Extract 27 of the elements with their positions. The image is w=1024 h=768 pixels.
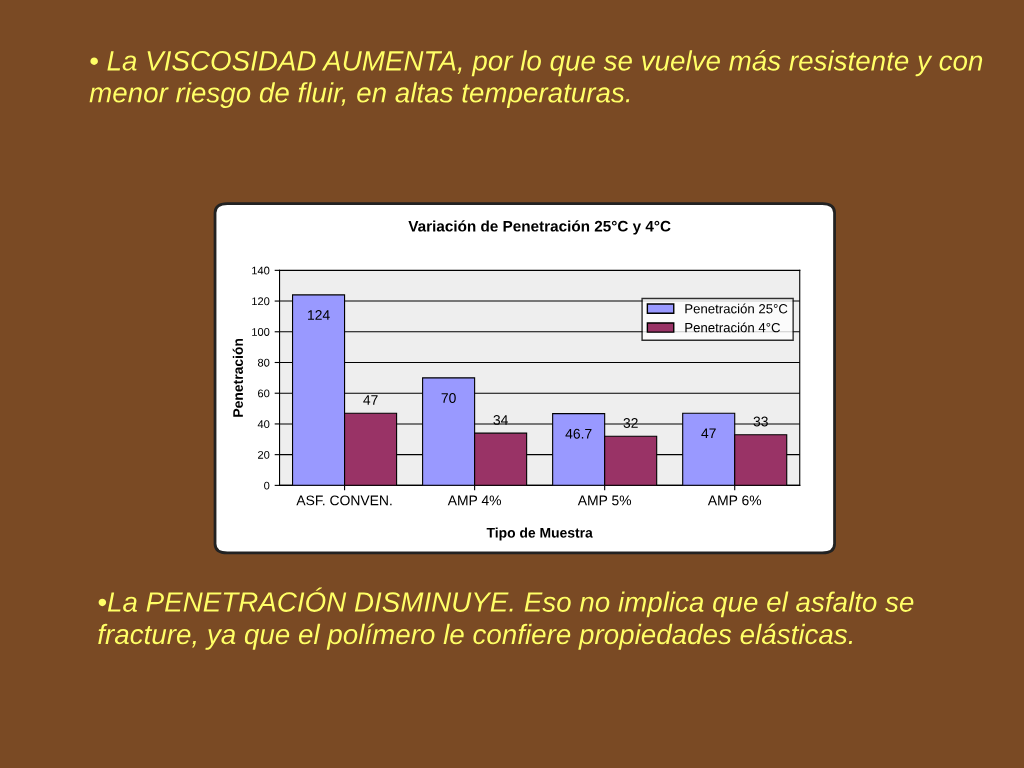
x-tick-label: AMP 5%: [577, 495, 632, 506]
y-tick-label: 40: [257, 420, 270, 429]
x-tick-label: AMP 4%: [447, 495, 502, 506]
data-label: 47: [701, 428, 716, 439]
x-tick-label: ASF. CONVEN.: [296, 495, 392, 506]
data-label: 46.7: [565, 428, 592, 439]
data-label: 47: [363, 395, 378, 405]
data-label: 70: [441, 393, 456, 403]
y-tick-label: 100: [252, 328, 270, 336]
x-tick-label: AMP 6%: [707, 495, 762, 506]
y-tick-label: 0: [264, 481, 270, 490]
y-tick-label: 60: [258, 389, 270, 398]
legend-label: Penetración 25°C: [685, 303, 788, 314]
y-tick-label: 20: [258, 450, 270, 459]
y-tick-label: 140: [252, 266, 270, 275]
y-tick-label: 80: [257, 358, 270, 367]
legend-label: Penetración 4°C: [685, 322, 781, 333]
data-label: 34: [493, 415, 508, 425]
data-label: 32: [623, 418, 638, 428]
x-axis-title: Tipo de Muestra: [486, 527, 593, 541]
y-tick-label: 120: [252, 297, 270, 306]
data-label: 33: [753, 416, 768, 427]
data-label: 124: [308, 310, 330, 320]
chart-title: Variación de Penetración 25°C y 4°C: [408, 220, 671, 235]
text: •La PENETRACIÓN DISMINUYE. Eso no implica que el asfalto se fracture, ya que el polímero le confiere propiedades elásticas.: [98, 587, 914, 650]
y-axis-title: Penetración: [232, 338, 243, 417]
text: • La VISCOSIDAD AUMENTA, por lo que se vuelve más resistente y con menor riesgo de fluir, en altas temperaturas.: [89, 49, 983, 109]
